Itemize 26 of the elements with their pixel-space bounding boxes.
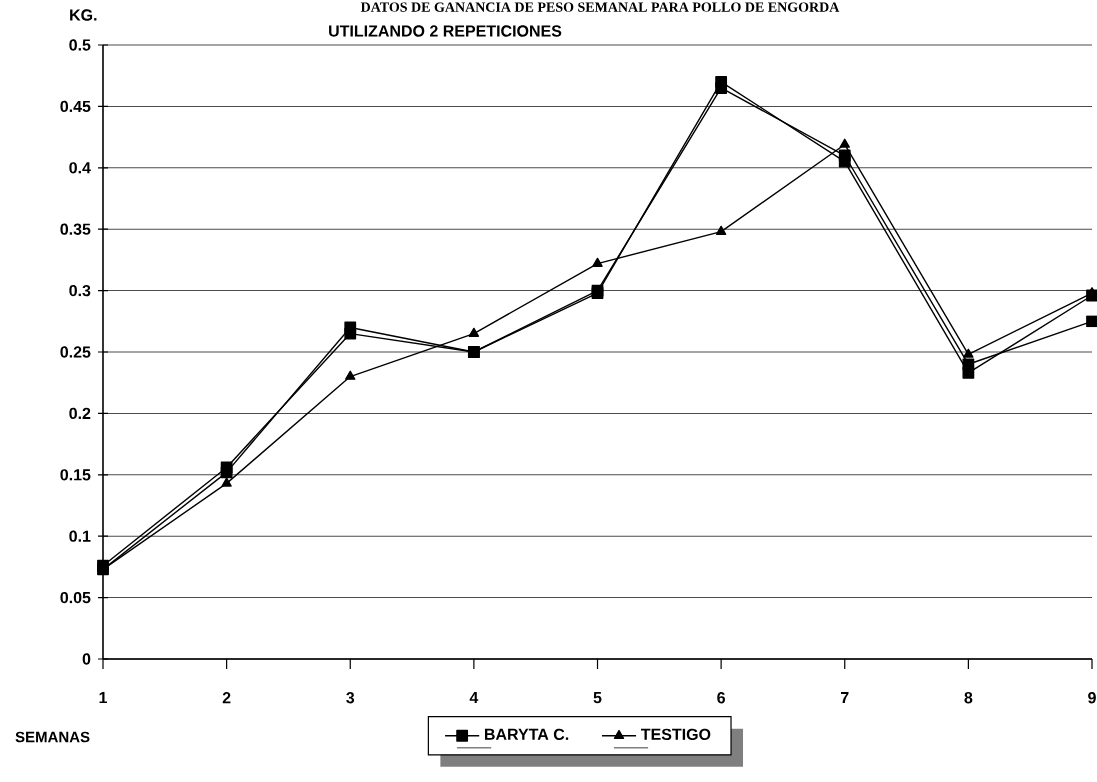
y-tick-label: 0.1 <box>69 530 91 542</box>
y-tick-label: 0.45 <box>60 100 91 113</box>
chart-subtitle: UTILIZANDO 2 REPETICIONES <box>329 25 562 37</box>
y-tick-label: 0.3 <box>69 284 91 297</box>
y-axis-title: KG. <box>70 9 97 21</box>
y-tick-label: 0.25 <box>60 346 91 358</box>
legend-label: BARYTA C. <box>484 728 569 740</box>
x-tick-label: 3 <box>346 692 355 704</box>
y-tick-label: 0.05 <box>60 591 91 604</box>
x-tick-label: 8 <box>964 692 973 704</box>
y-tick-label: 0.35 <box>60 223 91 235</box>
x-tick-label: 4 <box>469 692 479 704</box>
x-tick-label: 6 <box>717 692 725 704</box>
y-tick-label: 0.15 <box>60 469 91 481</box>
y-tick-label: 0.4 <box>69 162 91 174</box>
x-tick-label: 5 <box>593 692 602 704</box>
x-tick-label: 7 <box>840 692 849 704</box>
y-tick-label: 0.5 <box>69 39 91 51</box>
y-tick-label: 0 <box>82 653 91 665</box>
x-axis-title: SEMANAS <box>15 731 90 743</box>
legend-label: TESTIGO <box>640 728 711 740</box>
x-tick-label: 9 <box>1088 692 1096 704</box>
x-tick-label: 1 <box>99 692 107 704</box>
y-tick-label: 0.2 <box>69 407 91 420</box>
x-tick-label: 2 <box>222 692 231 704</box>
chart-title: DATOS DE GANANCIA DE PESO SEMANAL PARA POLLO DE ENGORDA <box>360 2 840 12</box>
